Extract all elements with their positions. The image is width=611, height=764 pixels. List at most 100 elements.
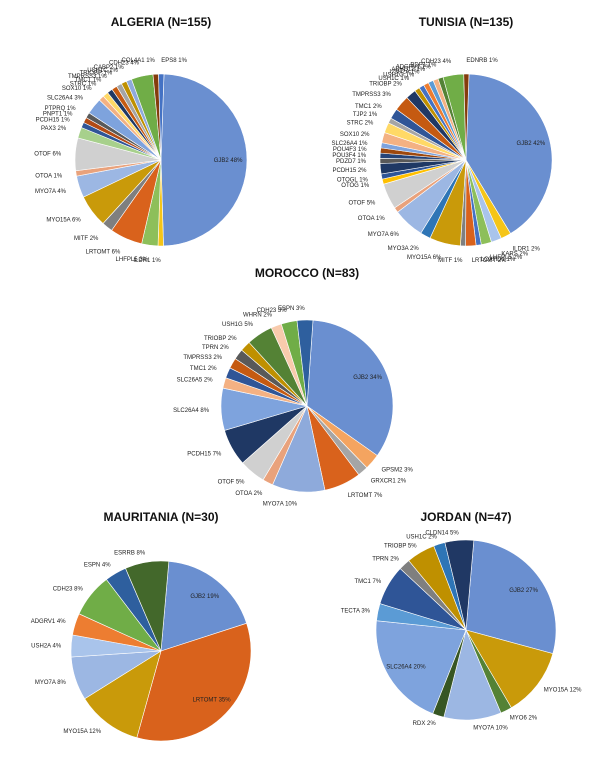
slice-label-pax3: PAX3 2% — [41, 126, 67, 132]
slice-label-tprn: TPRN 2% — [372, 557, 399, 563]
slice-label-triobp: TRIOBP 2% — [204, 336, 237, 342]
pie-slice-lrtomt — [136, 622, 252, 742]
slice-label-ednrb: EDNRB 1% — [466, 58, 498, 64]
chart-title: JORDAN (N=47) — [420, 510, 511, 524]
slice-label-tmc1: TMC1 1% — [75, 78, 102, 84]
slice-label-pcdh15: PCDH15 7% — [187, 452, 222, 458]
slice-label-myo15a: MYO15A 6% — [46, 218, 81, 224]
slice-label-tmc1: TMC1 2% — [190, 366, 217, 372]
slice-label-myo3a: MYO3A 2% — [388, 246, 420, 252]
slice-label-myo7a: MYO7A 6% — [368, 232, 400, 238]
slice-label-myo7a: MYO7A 10% — [473, 726, 508, 732]
slice-label-col4a1: COL4A1 1% — [122, 58, 156, 64]
slice-label-strc: STRC 1% — [70, 82, 97, 88]
pie-slice-myo15a — [84, 650, 162, 739]
slice-label-myo7a: MYO7A 10% — [263, 502, 298, 508]
pie-chart-tunisia: TUNISIA (N=135) GJB2 42% ILDR1 2%KARS 2%LH… — [331, 15, 553, 264]
slice-label-ildr1: ILDR1 1% — [133, 258, 161, 264]
slice-label-lhfpl5: LHFPL5 2% — [490, 255, 523, 261]
slice-label-pou3f4: POU3F4 1% — [332, 153, 366, 159]
slice-label-myo15a: MYO15A 6% — [407, 255, 442, 261]
chart-title: TUNISIA (N=135) — [419, 15, 514, 29]
pie-chart-morocco: MOROCCO (N=83) GJB2 34% GPSM2 3% GRXCR1 2% L… — [173, 266, 413, 508]
pie-slice-esrrb — [125, 560, 170, 652]
slice-label-tmc1: TMC1 2% — [355, 104, 382, 110]
slice-label-tmprss3: TMPRSS3 3% — [352, 92, 391, 98]
slice-label-lrtomt: LRTOMT 35% — [193, 698, 232, 704]
slice-label-kars: KARS 2% — [501, 252, 528, 258]
slice-label-tmprss3: TMPRSS3 2% — [183, 355, 222, 361]
slice-label-ush1g: USH1G 1% — [383, 73, 415, 79]
slice-label-gjb2: GJB2 19% — [190, 594, 219, 600]
slice-label-ildr1: ILDR1 2% — [513, 247, 541, 253]
slice-label-loxhd1: LOXHD1 1% — [481, 257, 516, 263]
slice-label-sox10: SOX10 1% — [62, 86, 92, 92]
slice-label-otof: OTOF 5% — [218, 480, 246, 486]
slice-label-espn: ESPN 3% — [278, 306, 305, 312]
pie-slice-slc26a4 — [375, 620, 467, 715]
pie-slice-eps8 — [158, 73, 165, 161]
pie-slice-ednrb — [463, 73, 470, 161]
slice-label-otog: OTOG 1% — [341, 183, 370, 189]
slice-label-grxcr1: GRXCR1 2% — [371, 479, 407, 485]
slice-label-pou4f3: POU4F3 1% — [333, 147, 367, 153]
slice-label-slc26a4: SLC26A4 8% — [173, 408, 210, 414]
pie-chart-algeria: ALGERIA (N=155) GJB2 48% ILDR1 1%LHFPL5 3%… — [34, 15, 248, 264]
slice-label-otof: OTOF 6% — [34, 151, 62, 157]
slice-label-whrn: WHRN 2% — [243, 313, 273, 319]
slice-label-gjb2: GJB2 42% — [517, 141, 546, 147]
slice-label-ush1c: USH1C 1% — [378, 76, 409, 82]
slice-label-strc: STRC 2% — [347, 120, 374, 126]
slice-label-eps8: EPS8 1% — [161, 58, 187, 64]
slice-label-otoa: OTOA 1% — [358, 216, 386, 222]
slice-label-ush1g: USH1G 5% — [222, 322, 254, 328]
slice-label-mitf: MITF 1% — [438, 258, 463, 264]
slice-label-otof: OTOF 5% — [348, 200, 376, 206]
slice-label-triobp: TRIOBP 1% — [80, 71, 113, 77]
slice-label-pnpt1: PNPT1 1% — [43, 112, 73, 118]
slice-label-cldn14: CLDN14 5% — [425, 530, 459, 536]
slice-label-pcdh15: PCDH15 1% — [36, 117, 71, 123]
slice-label-myo7a: MYO7A 4% — [35, 189, 67, 195]
slice-label-slc26a4: SLC26A4 1% — [331, 141, 368, 147]
slice-label-tprn: TPRN 2% — [202, 345, 229, 351]
slice-label-myo7a: MYO7A 8% — [35, 680, 67, 686]
slice-label-adgrv1: ADGRV1 4% — [31, 619, 67, 625]
slice-label-gjb2: GJB2 48% — [214, 158, 243, 164]
chart-title: MAURITANIA (N=30) — [103, 510, 218, 524]
slice-label-sox10: SOX10 2% — [340, 132, 370, 138]
slice-label-myo15a: MYO15A 12% — [63, 729, 101, 735]
slice-label-esrrb: ESRRB 8% — [114, 550, 146, 556]
slice-label-ush1c: USH1C 2% — [406, 534, 437, 540]
slice-label-slc26a4: SLC26A4 3% — [47, 95, 84, 101]
slice-label-myo6: MYO6 2% — [510, 716, 538, 722]
slice-label-cdh23: CDH23 4% — [109, 60, 140, 66]
slice-label-abhd12: ABHD12 1% — [391, 67, 425, 73]
chart-title: ALGERIA (N=155) — [111, 15, 212, 29]
slice-label-mitf: MITF 2% — [74, 236, 99, 242]
slice-label-cdh23: CDH23 3% — [257, 308, 288, 314]
slice-label-rdx: RDX 2% — [413, 721, 437, 727]
slice-label-tmprss3: TMPRSS3 1% — [68, 74, 107, 80]
slice-label-gpsm2: GPSM2 3% — [382, 468, 414, 474]
slice-label-otogl: OTOGL 1% — [337, 177, 369, 183]
slice-label-ush2a: USH2A 1% — [389, 70, 420, 76]
chart-title: MOROCCO (N=83) — [255, 266, 359, 280]
slice-label-tmc1: TMC1 7% — [355, 579, 382, 585]
slice-label-cdh23: CDH23 8% — [53, 587, 84, 593]
pie-chart-jordan: JORDAN (N=47) GJB2 27% MYO15A 12% MYO6 2%MY… — [341, 510, 582, 732]
slice-label-triobp: TRIOBP 2% — [369, 81, 402, 87]
slice-label-tjp2: TJP2 1% — [353, 112, 378, 118]
slice-label-triobp: TRIOBP 5% — [384, 543, 417, 549]
pie-slice-gjb2 — [160, 561, 247, 652]
slice-label-ush1c: USH1C 1% — [87, 68, 118, 74]
pie-slice-gjb2 — [465, 540, 557, 654]
slice-label-espn: ESPN 4% — [84, 563, 111, 569]
pie-slice-gjb2 — [306, 319, 394, 456]
slice-label-bdp1: BDP1 1% — [410, 63, 437, 69]
slice-label-gjb2: GJB2 27% — [509, 588, 538, 594]
slice-label-myo15a: MYO15A 12% — [544, 688, 582, 694]
pie-slice-cldn14 — [444, 539, 475, 631]
slice-label-cabp2: CABP2 1% — [94, 65, 125, 71]
